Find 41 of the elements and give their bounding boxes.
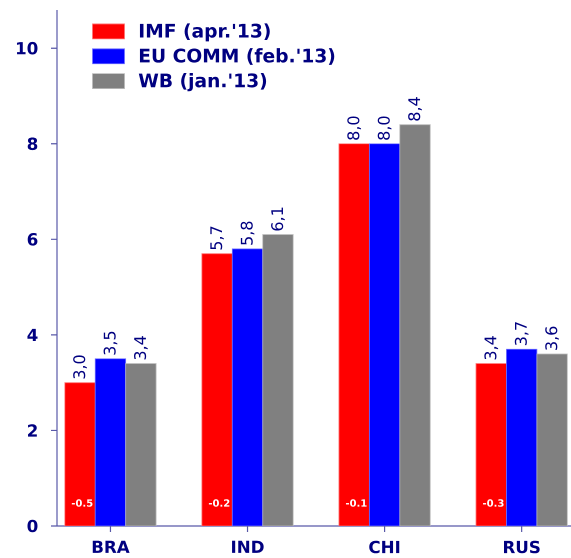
annotation: -0.5: [72, 499, 92, 507]
annotation: -0.1: [346, 499, 367, 507]
legend-label: EU COMM (feb.'13): [140, 48, 334, 65]
data-label: 3,4: [484, 336, 498, 360]
data-label: 8,0: [378, 116, 392, 140]
y-tick-label: 8: [28, 137, 38, 150]
bar: [399, 124, 431, 526]
legend-label: IMF (apr.'13): [140, 23, 270, 42]
y-tick-label: 4: [27, 328, 38, 341]
bar: [125, 363, 156, 526]
bar: [232, 248, 264, 526]
bar: [338, 143, 370, 526]
data-label: 8,0: [347, 116, 362, 140]
data-label: 8,4: [408, 97, 422, 121]
bar: [506, 348, 538, 526]
annotation: -0.2: [208, 499, 230, 507]
data-label: 3,7: [514, 322, 529, 346]
x-tick-label: IND: [232, 540, 264, 553]
bar: [64, 382, 96, 526]
bar: [94, 358, 126, 526]
x-tick-label: BRA: [92, 540, 130, 553]
y-tick-label: 2: [28, 424, 37, 437]
bar: [536, 354, 568, 526]
bar: [201, 253, 233, 526]
data-label: 3,5: [104, 332, 118, 355]
y-tick-label: 0: [27, 520, 38, 532]
data-label: 5,7: [210, 226, 224, 250]
bar: [476, 363, 507, 526]
y-tick-label: 6: [28, 233, 38, 246]
y-tick-label: 10: [16, 42, 38, 55]
x-tick-label: CHI: [369, 540, 400, 554]
data-label: 3,4: [134, 336, 148, 360]
data-label: 5,8: [240, 222, 254, 245]
data-label: 3,6: [545, 326, 559, 350]
bar: [262, 234, 294, 526]
bar: [368, 143, 400, 526]
data-label: 3,0: [73, 355, 87, 379]
x-tick-label: RUS: [504, 540, 540, 554]
annotation: -0.3: [483, 499, 504, 507]
legend-label: WB (jan.'13): [138, 73, 266, 92]
data-label: 6,1: [271, 208, 285, 231]
